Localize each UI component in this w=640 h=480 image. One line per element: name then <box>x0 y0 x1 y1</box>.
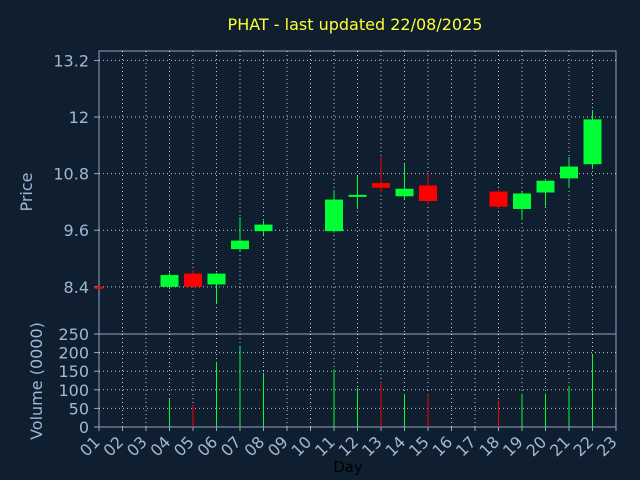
candle-body <box>184 273 202 287</box>
candle-body <box>160 275 179 287</box>
x-tick-labels: 0102030405060708091011121314151617181920… <box>76 427 621 460</box>
price-tick-label: 10.8 <box>53 165 89 184</box>
candle-body <box>207 273 226 285</box>
volume-tick-label: 200 <box>58 344 89 363</box>
price-tick-labels: 8.4 9.6 10.8 12 13.2 <box>53 51 99 297</box>
candle-body <box>254 224 273 232</box>
candle-body <box>560 166 578 179</box>
price-axis-label: Price <box>17 172 36 211</box>
price-tick-label: 8.4 <box>64 278 89 297</box>
volume-tick-label: 0 <box>79 418 89 437</box>
volume-tick-label: 150 <box>58 362 89 381</box>
candle-body <box>372 183 390 188</box>
volume-axis-label: Volume (0000) <box>27 322 46 440</box>
candle-body <box>583 119 602 165</box>
price-tick-label: 13.2 <box>53 51 89 70</box>
volume-tick-label: 100 <box>58 381 89 400</box>
candle-body <box>348 194 367 197</box>
price-tick-label: 9.6 <box>64 221 89 240</box>
x-tick-label: 23 <box>593 432 621 460</box>
volume-tick-label: 50 <box>69 399 89 418</box>
candle-body <box>231 240 249 250</box>
x-axis-label: Day <box>333 458 363 476</box>
candle-body <box>95 286 103 289</box>
volume-bars <box>169 347 593 427</box>
candle-body <box>395 188 414 197</box>
volume-tick-label: 250 <box>58 325 89 344</box>
candle-body <box>513 193 531 210</box>
chart-title: PHAT - last updated 22/08/2025 <box>228 15 483 34</box>
candle-body <box>325 199 343 232</box>
candle-body <box>489 191 508 207</box>
candle-body <box>419 185 437 201</box>
price-tick-label: 12 <box>69 108 89 127</box>
candles <box>95 109 602 304</box>
candle-body <box>536 180 555 193</box>
